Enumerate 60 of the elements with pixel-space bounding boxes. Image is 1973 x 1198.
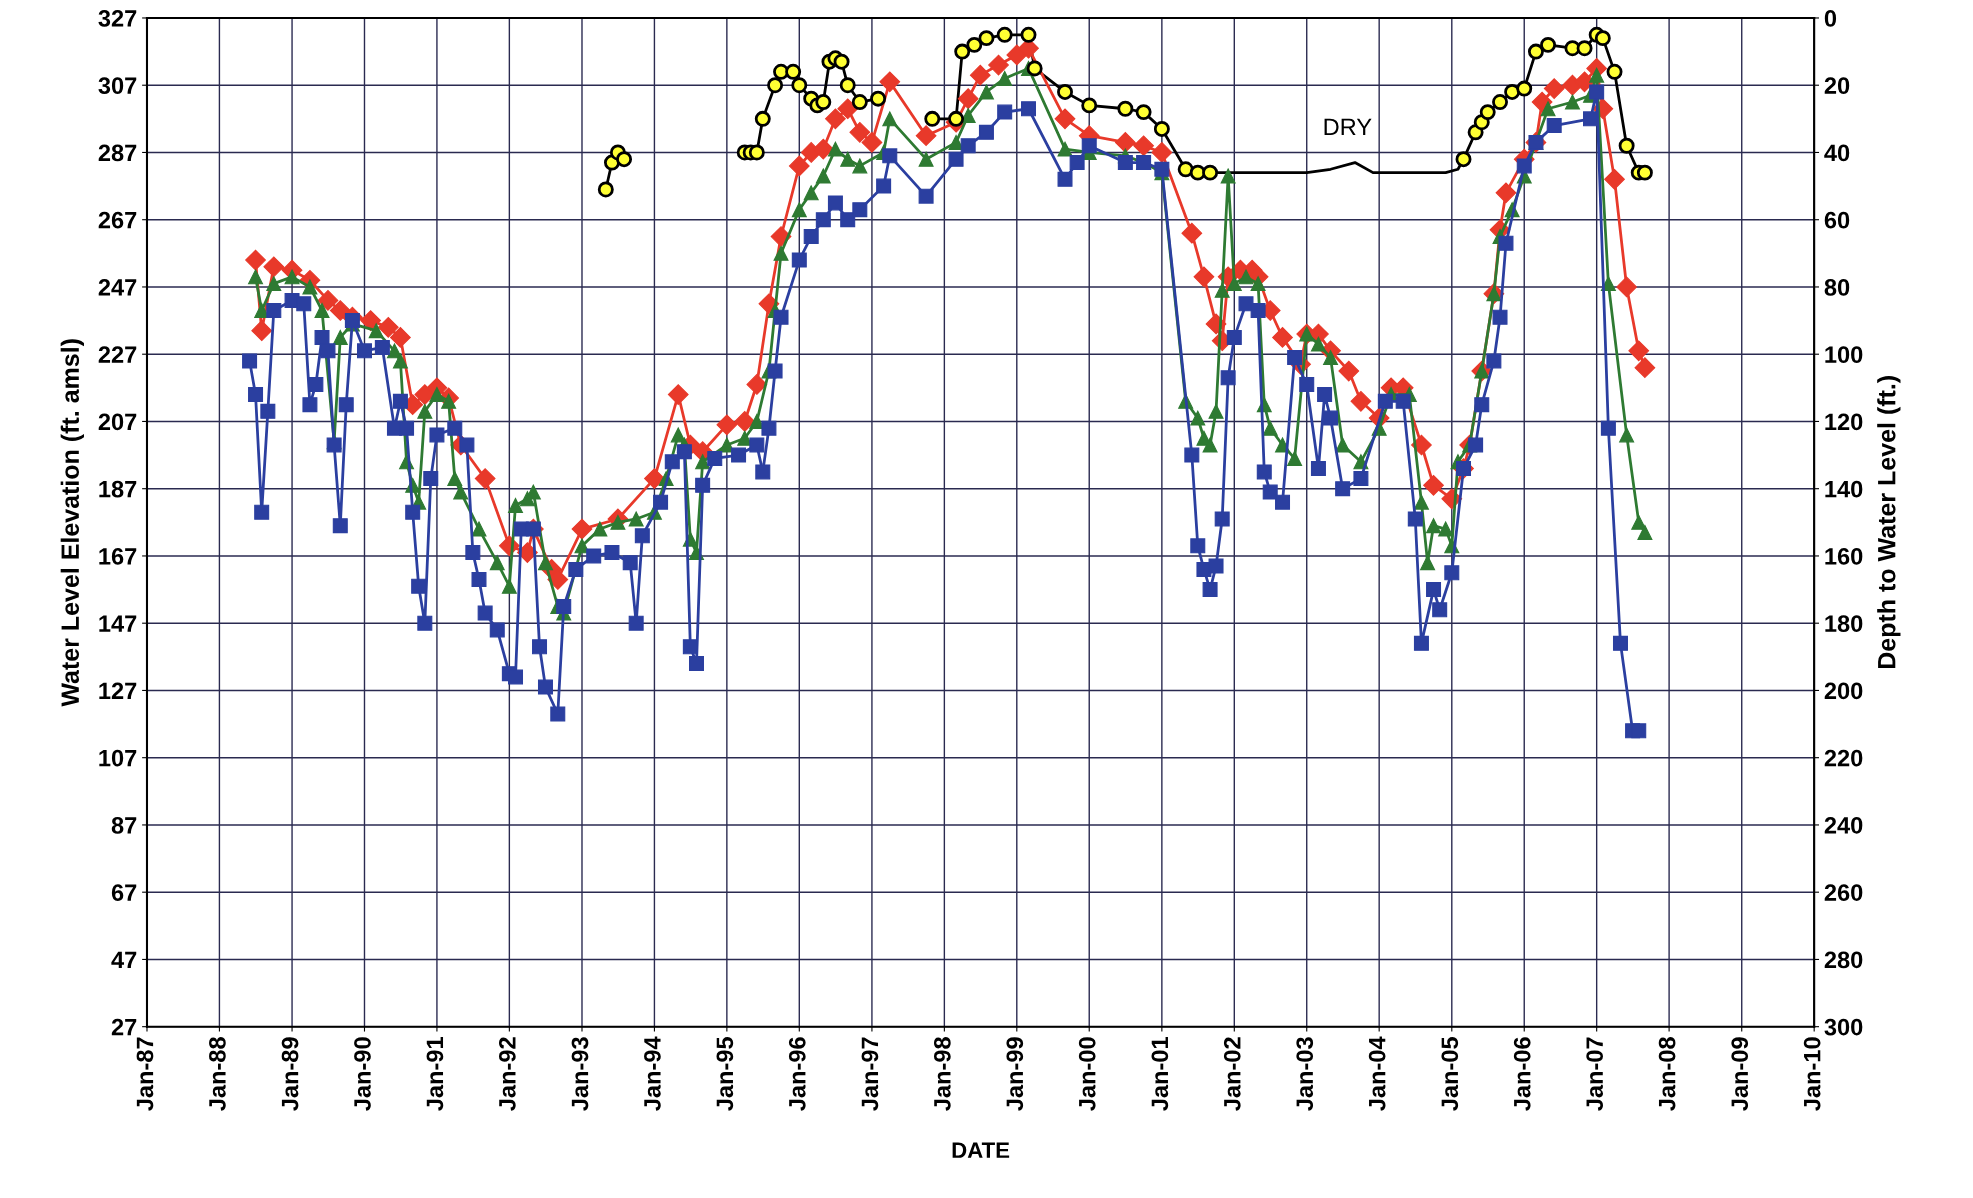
y-tick-label: 207 — [98, 413, 137, 431]
y2-tick-label: 180 — [1825, 615, 1863, 632]
y-tick-label: 47 — [111, 951, 137, 968]
x-tick-label: Jan-92 — [498, 1037, 516, 1111]
y-tick-label: 87 — [111, 817, 137, 834]
x-tick-label: Jan-05 — [1441, 1037, 1459, 1111]
y-tick-label: 107 — [99, 749, 137, 767]
x-tick-label: Jan-87 — [136, 1037, 154, 1111]
y2-tick-label: 240 — [1824, 817, 1863, 834]
y2-tick-label: 280 — [1824, 951, 1863, 969]
y2-axis-title: Depth to Water Level (ft.) — [1877, 376, 1901, 669]
y2-tick-label: 220 — [1824, 749, 1863, 767]
y-tick-label: 247 — [98, 279, 137, 296]
y2-tick-label: 0 — [1824, 10, 1837, 27]
x-tick-label: Jan-00 — [1078, 1037, 1096, 1111]
y-tick-label: 67 — [111, 884, 137, 901]
y-tick-label: 27 — [111, 1018, 137, 1036]
x-tick-label: Jan-01 — [1151, 1037, 1169, 1111]
y-tick-label: 267 — [98, 211, 137, 229]
y2-tick-label: 120 — [1825, 413, 1863, 431]
x-tick-label: Jan-97 — [861, 1037, 879, 1111]
x-tick-label: Jan-96 — [788, 1037, 806, 1111]
x-tick-label: Jan-88 — [209, 1037, 226, 1111]
y-tick-label: 327 — [98, 10, 137, 27]
y2-tick-label: 140 — [1825, 480, 1863, 498]
y-axis-title: Water Level Elevation (ft. amsl) — [60, 339, 84, 707]
y-tick-label: 127 — [99, 682, 137, 699]
x-tick-label: Jan-99 — [1006, 1037, 1024, 1111]
x-tick-label: Jan-03 — [1296, 1037, 1314, 1111]
y-tick-label: 227 — [98, 346, 137, 363]
x-tick-label: Jan-93 — [571, 1037, 589, 1111]
x-tick-label: Jan-94 — [644, 1036, 661, 1111]
x-tick-label: Jan-98 — [933, 1037, 951, 1111]
x-tick-label: Jan-90 — [354, 1037, 371, 1111]
y2-tick-label: 300 — [1824, 1018, 1863, 1036]
y2-tick-label: 100 — [1825, 346, 1863, 363]
y2-tick-label: 160 — [1825, 548, 1863, 565]
x-tick-label: Jan-10 — [1803, 1037, 1821, 1111]
y-tick-label: 167 — [99, 548, 137, 565]
y2-tick-label: 40 — [1824, 144, 1850, 162]
y-tick-label: 187 — [99, 480, 137, 498]
y-tick-label: 287 — [98, 144, 137, 162]
y2-tick-label: 20 — [1824, 77, 1850, 95]
annotation: DRY — [1324, 118, 1372, 136]
x-tick-label: Jan-95 — [716, 1037, 734, 1111]
y-tick-label: 307 — [98, 77, 137, 95]
x-tick-label: Jan-06 — [1513, 1037, 1531, 1111]
y2-tick-label: 200 — [1824, 682, 1863, 700]
y-tick-label: 147 — [99, 615, 137, 632]
x-tick-label: Jan-89 — [281, 1037, 299, 1111]
x-tick-label: Jan-04 — [1368, 1036, 1386, 1111]
x-tick-label: Jan-09 — [1731, 1037, 1749, 1111]
x-tick-label: Jan-91 — [426, 1037, 444, 1111]
x-axis-title: DATE — [952, 1142, 1010, 1158]
x-tick-label: Jan-02 — [1223, 1037, 1241, 1111]
y2-tick-label: 60 — [1824, 211, 1850, 229]
x-tick-label: Jan-07 — [1586, 1037, 1604, 1111]
x-tick-label: Jan-08 — [1658, 1037, 1676, 1111]
y2-tick-label: 80 — [1824, 279, 1850, 296]
y2-tick-label: 260 — [1824, 884, 1863, 901]
